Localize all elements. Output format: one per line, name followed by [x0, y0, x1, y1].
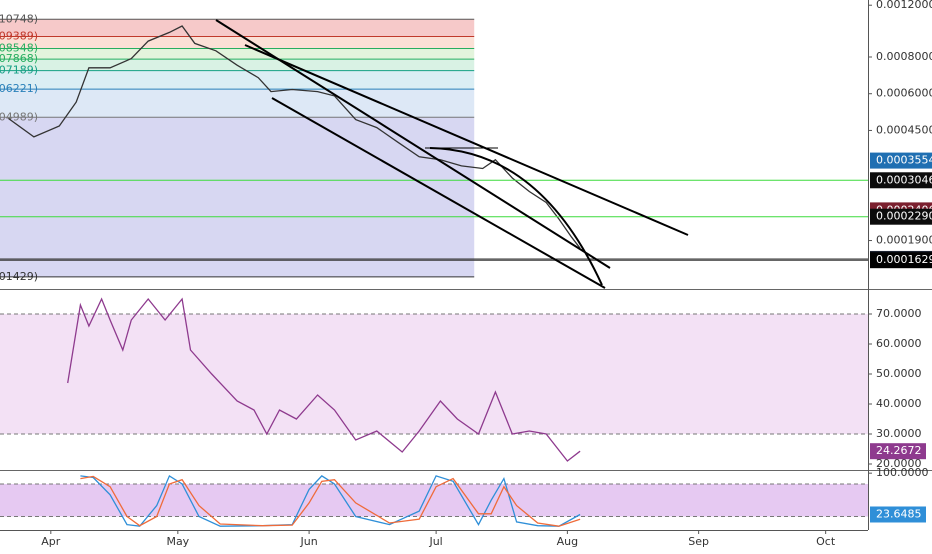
price-badge — [870, 252, 932, 269]
price-badge — [870, 208, 932, 225]
x-tick-label: May — [166, 535, 189, 548]
series-line — [67, 297, 581, 462]
band — [0, 483, 868, 517]
y-tick-label: 0.0008000 — [876, 50, 932, 63]
trendlines — [215, 19, 689, 289]
price-badge-label: 0.0003554 — [876, 154, 932, 167]
x-tick-label: Apr — [41, 535, 61, 548]
fib-label: 08548) — [0, 42, 38, 55]
fib-zone — [0, 48, 475, 60]
price-badge — [870, 443, 926, 460]
price-badge-label: 0.0002290 — [876, 210, 932, 223]
series-line — [80, 474, 581, 527]
y-tick-label: 0.0012000 — [876, 0, 932, 11]
y-tick-label: 40.0000 — [876, 397, 922, 410]
x-tick-label: Oct — [816, 535, 836, 548]
y-tick-label: 50.0000 — [876, 367, 922, 380]
price-badge-label: 0.0001629 — [876, 253, 932, 266]
y-tick-label: 20.0000 — [876, 457, 922, 470]
fib-label: 04989) — [0, 110, 38, 123]
x-tick-label: Jun — [299, 535, 317, 548]
fib-label: 10748) — [0, 12, 38, 25]
price-badge-label: 24.2672 — [876, 444, 922, 457]
fib-label: 01429) — [0, 270, 38, 283]
price-badge-label: 0.0003046 — [876, 173, 932, 186]
price-badge-label: 23.6485 — [876, 507, 922, 520]
curve — [429, 147, 603, 286]
fib-zone — [0, 70, 475, 90]
band — [0, 314, 868, 434]
price-badge — [870, 152, 932, 169]
fib-label: 07189) — [0, 64, 38, 77]
fib-label: 06221) — [0, 82, 38, 95]
price-badge — [870, 172, 932, 189]
x-tick-label: Sep — [688, 535, 709, 548]
trendline — [244, 44, 689, 236]
fib-zone — [0, 36, 475, 49]
series-line — [80, 475, 581, 527]
y-tick-label: 60.0000 — [876, 337, 922, 350]
price-badge — [870, 506, 926, 523]
y-tick-label: 70.0000 — [876, 307, 922, 320]
y-tick-label: 30.0000 — [876, 427, 922, 440]
fib-zone — [0, 19, 475, 37]
fib-label: 07868) — [0, 52, 38, 65]
y-tick-label: 0.0004500 — [876, 123, 932, 136]
y-tick-label: 0.0001900 — [876, 234, 932, 247]
series-line — [8, 25, 581, 249]
x-tick-label: Jul — [428, 535, 442, 548]
x-tick-label: Aug — [557, 535, 578, 548]
fib-label: 09389) — [0, 30, 38, 43]
y-tick-label: 0.0006000 — [876, 87, 932, 100]
fib-zone — [0, 117, 475, 277]
trendline — [271, 97, 606, 289]
y-tick-label: 100.0000 — [876, 466, 929, 479]
